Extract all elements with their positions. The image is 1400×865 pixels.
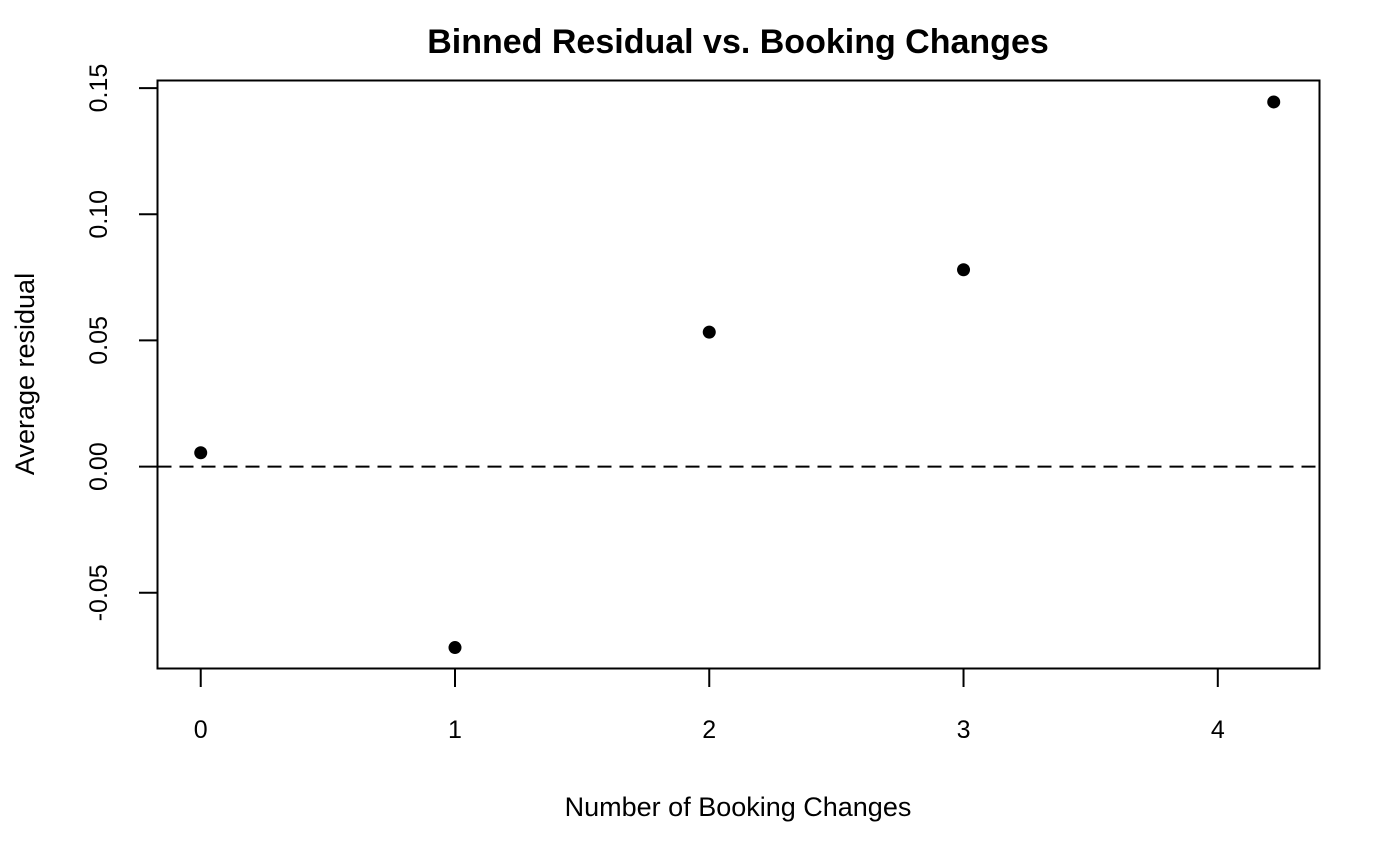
y-tick-label: -0.05 <box>85 564 113 621</box>
data-point <box>194 446 208 460</box>
chart-title: Binned Residual vs. Booking Changes <box>427 23 1049 61</box>
y-axis: -0.05 0.00 0.05 0.10 0.15 <box>85 64 159 621</box>
y-tick-label: 0.10 <box>85 190 113 239</box>
x-tick-label: 1 <box>448 716 462 744</box>
x-tick-label: 2 <box>702 716 716 744</box>
data-point <box>1267 95 1281 109</box>
plot-frame <box>156 79 1321 670</box>
x-tick-label: 3 <box>957 716 971 744</box>
y-tick-label: 0.00 <box>85 442 113 491</box>
data-point <box>448 641 462 655</box>
data-point <box>702 325 716 339</box>
x-tick-label: 0 <box>194 716 208 744</box>
points-layer <box>194 95 1281 655</box>
x-axis-label: Number of Booking Changes <box>565 792 912 822</box>
y-tick-label: 0.15 <box>85 64 113 113</box>
data-point <box>957 263 971 277</box>
x-axis: 0 1 2 3 4 <box>194 667 1225 744</box>
x-tick-label: 4 <box>1211 716 1225 744</box>
y-tick-label: 0.05 <box>85 316 113 365</box>
y-axis-label: Average residual <box>10 273 40 475</box>
